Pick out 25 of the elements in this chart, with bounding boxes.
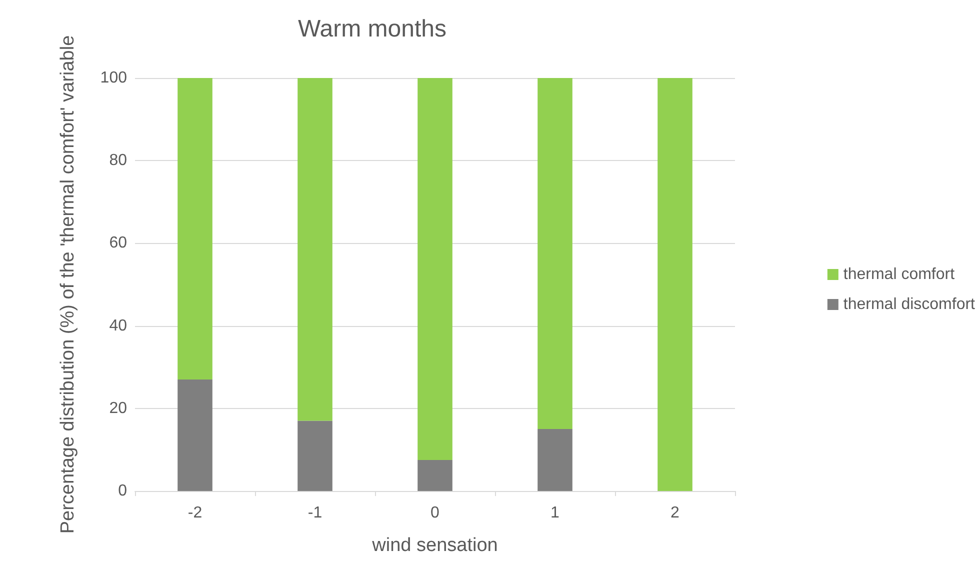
- y-tick-label: 0: [118, 482, 128, 500]
- legend-label: thermal discomfort: [843, 296, 976, 313]
- y-axis-title: Percentage distribution (%) of the 'thermal comfort' variable: [58, 35, 78, 534]
- y-tick-label: 60: [109, 234, 128, 252]
- x-tick-label: 2: [670, 504, 680, 522]
- bar: [298, 78, 332, 421]
- bar: [298, 420, 332, 491]
- bar: [538, 429, 572, 491]
- x-tick-label: 0: [430, 504, 440, 522]
- bar: [538, 78, 572, 430]
- legend-label: thermal comfort: [843, 266, 956, 283]
- bar: [418, 78, 452, 460]
- bar: [178, 379, 212, 491]
- x-tick-label: -2: [188, 504, 202, 522]
- y-tick-label: 40: [109, 317, 128, 334]
- bar: [178, 78, 212, 380]
- x-tick-label: 1: [550, 504, 560, 522]
- bar: [418, 460, 452, 491]
- y-tick-label: 100: [100, 70, 128, 86]
- y-tick-label: 80: [109, 152, 128, 170]
- x-tick-label: -1: [308, 504, 322, 522]
- chart-title: Warm months: [298, 16, 446, 42]
- x-axis-title: wind sensation: [371, 535, 498, 556]
- y-tick-label: 20: [109, 400, 128, 417]
- bar: [658, 78, 692, 491]
